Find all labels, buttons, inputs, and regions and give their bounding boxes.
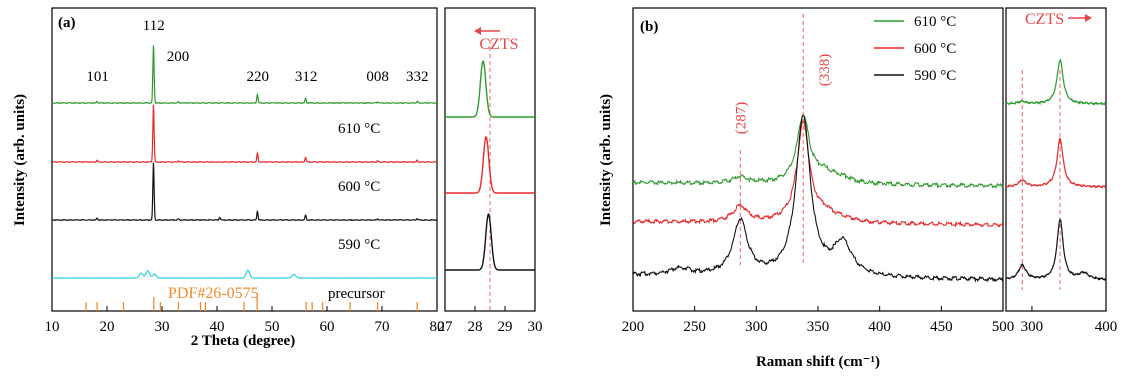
panel-a-label: (a)	[58, 15, 76, 31]
zoom-b-line-610	[1005, 58, 1107, 106]
b-xlabel: Raman shift (cm⁻¹)	[756, 354, 880, 370]
b-tick-label-400: 400	[868, 319, 891, 335]
label-590: 590 °C	[338, 237, 380, 253]
legend-label-610: 610 °C	[914, 14, 956, 30]
panel-b-zoom: CZTS 300 400	[1005, 7, 1118, 335]
az-tick-label-29: 29	[498, 319, 513, 335]
zoom-a-line-590	[445, 213, 535, 271]
arrow-left-head-icon	[474, 27, 481, 35]
a-tick-label-30: 30	[155, 319, 170, 335]
pdf-label: PDF#26-0575	[168, 285, 259, 302]
arrow-right-head-icon	[1085, 14, 1092, 22]
xrd-line-600	[52, 104, 438, 164]
zoom-b-line-600	[1006, 137, 1107, 189]
legend-label-600: 600 °C	[914, 41, 956, 57]
a-tick-label-80: 80	[430, 319, 445, 335]
raman-line-590	[633, 114, 1004, 283]
raman-line-610	[632, 113, 1004, 189]
peak-label-200: 200	[167, 49, 190, 65]
raman-peak-label-338: (338)	[817, 54, 833, 87]
raman-peak-label-287: (287)	[733, 102, 749, 135]
az-tick-label-30: 30	[528, 319, 543, 335]
b-ylabel: Intensity (arb. units)	[598, 94, 614, 226]
a-ticks: 10 20 30 40 50 60 70 80	[45, 306, 445, 335]
xrd-line-precursor	[51, 269, 438, 279]
a-xlabel: 2 Theta (degree)	[191, 333, 295, 349]
zoom-a-ticks: 27 28 29 30	[438, 306, 543, 335]
b-legend: 610 °C 600 °C 590 °C	[874, 14, 956, 84]
b-tick-label-250: 250	[683, 319, 706, 335]
a-ylabel: Intensity (arb. units)	[12, 94, 28, 226]
zoom-a-frame	[444, 7, 536, 312]
zoom-a-annotation: CZTS	[479, 36, 518, 53]
peak-label-312: 312	[295, 69, 318, 85]
b-tick-label-350: 350	[807, 319, 830, 335]
zoom-b-ticks: 300 400	[1021, 306, 1118, 335]
b-peak-labels: (287) (338)	[733, 54, 833, 135]
zoom-b-annotation: CZTS	[1025, 11, 1064, 28]
panel-b-label: (b)	[640, 19, 658, 35]
a-tick-label-60: 60	[320, 319, 335, 335]
peak-label-008: 008	[366, 69, 389, 85]
panel-a-zoom: CZTS 27 28 29 30	[438, 7, 543, 335]
label-precursor: precursor	[328, 286, 385, 302]
b-series	[632, 14, 1004, 283]
peak-label-112: 112	[143, 18, 165, 34]
zoom-a-line-610	[445, 60, 535, 118]
zoom-a-series	[445, 40, 535, 311]
xrd-line-590	[52, 162, 438, 222]
panel-a-frame	[51, 7, 438, 312]
peak-label-101: 101	[86, 69, 109, 85]
label-610: 610 °C	[338, 121, 380, 137]
az-tick-label-27: 27	[438, 319, 454, 335]
a-tick-label-50: 50	[265, 319, 280, 335]
zoom-b-line-590	[1005, 218, 1107, 282]
xrd-line-610	[51, 45, 438, 105]
label-600: 600 °C	[338, 179, 380, 195]
bz-tick-label-400: 400	[1095, 319, 1118, 335]
zoom-b-frame	[1005, 7, 1107, 312]
peak-label-220: 220	[246, 69, 269, 85]
a-tick-label-20: 20	[100, 319, 115, 335]
zoom-b-series	[1005, 58, 1107, 290]
b-tick-label-450: 450	[930, 319, 953, 335]
zoom-a-line-600	[445, 136, 535, 194]
b-ticks: 200 250 300 350 400 450 500	[622, 306, 1015, 335]
b-tick-label-300: 300	[745, 319, 768, 335]
a-tick-label-10: 10	[45, 319, 60, 335]
legend-label-590: 590 °C	[914, 68, 956, 84]
panel-b-main: (b) 200 250 300 350 400 450 500 610 °C 600 °C 59…	[598, 7, 1015, 370]
pdf-reference-ticks	[85, 297, 418, 311]
a-tick-label-70: 70	[375, 319, 390, 335]
peak-label-332: 332	[406, 69, 429, 85]
a-series	[51, 45, 438, 279]
b-tick-label-200: 200	[622, 319, 645, 335]
raman-line-600	[632, 120, 1004, 228]
a-tick-label-40: 40	[210, 319, 225, 335]
az-tick-label-28: 28	[468, 319, 483, 335]
bz-tick-label-300: 300	[1021, 319, 1044, 335]
b-tick-label-500: 500	[992, 319, 1015, 335]
